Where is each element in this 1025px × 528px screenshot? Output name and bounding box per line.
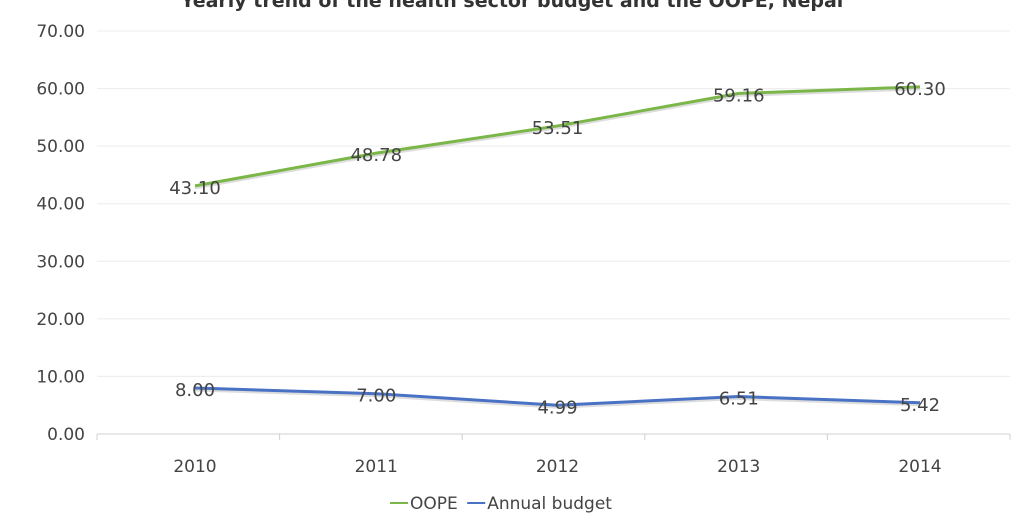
y-tick-label: 40.00 — [36, 195, 85, 215]
y-tick-label: 30.00 — [36, 252, 85, 272]
data-label: 60.30 — [894, 79, 946, 100]
data-label: 7.00 — [356, 386, 396, 407]
data-label: 4.99 — [537, 397, 577, 418]
y-tick-label: 50.00 — [36, 137, 85, 157]
data-label: 59.16 — [713, 85, 765, 106]
y-tick-label: 60.00 — [36, 80, 85, 100]
data-label: 43.10 — [169, 178, 221, 199]
series-shadow — [194, 388, 921, 409]
legend-label: Annual budget — [487, 494, 612, 514]
data-label: 8.00 — [175, 380, 215, 401]
y-tick-label: 20.00 — [36, 310, 85, 330]
y-tick-label: 10.00 — [36, 367, 85, 387]
data-label: 48.78 — [350, 145, 402, 166]
y-tick-label: 70.00 — [36, 22, 85, 42]
data-label: 53.51 — [532, 118, 584, 139]
chart-title: Yearly trend of the health sector budget… — [180, 0, 844, 12]
x-tick-label: 2010 — [173, 457, 216, 477]
x-tick-label: 2014 — [898, 457, 941, 477]
series-shadow — [194, 87, 921, 190]
series-line-annual-budget — [194, 386, 921, 407]
series-line-oope — [194, 85, 921, 188]
data-label: 5.42 — [900, 395, 940, 416]
x-tick-label: 2013 — [717, 457, 760, 477]
x-tick-label: 2011 — [355, 457, 398, 477]
x-tick-label: 2012 — [536, 457, 579, 477]
data-label: 6.51 — [719, 389, 759, 410]
y-tick-label: 0.00 — [47, 425, 85, 445]
legend-label: OOPE — [410, 494, 458, 514]
